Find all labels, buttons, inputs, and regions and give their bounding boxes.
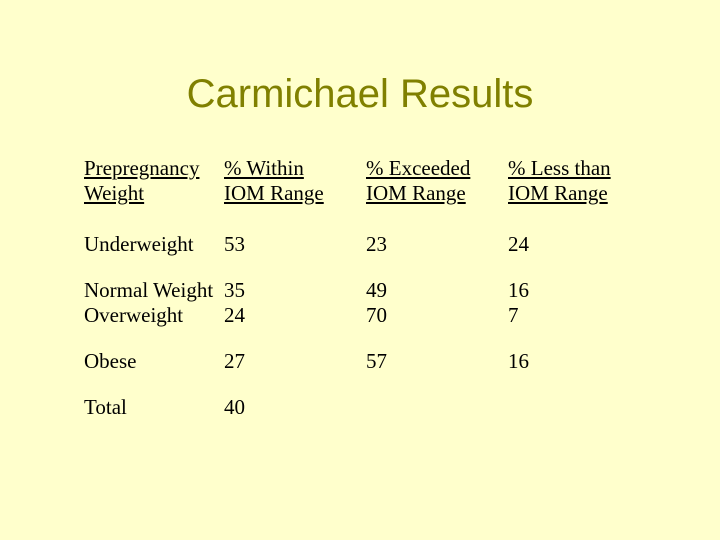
cell-exceeded bbox=[366, 395, 508, 441]
cell-within: 35 bbox=[224, 278, 245, 302]
cell-exceeded: 49 bbox=[366, 278, 387, 302]
cell-within: 53 bbox=[224, 232, 245, 256]
table-row-overweight: Overweight 24 70 7 bbox=[80, 303, 638, 349]
cell-less-than: 16 bbox=[508, 349, 529, 373]
row-label: Overweight bbox=[84, 303, 184, 327]
row-label: Normal Weight bbox=[84, 278, 214, 302]
header-prepregnancy-weight: Prepregnancy Weight bbox=[80, 156, 224, 232]
cell-within: 40 bbox=[224, 395, 245, 419]
cell-less-than bbox=[508, 395, 638, 441]
row-label: Total bbox=[84, 395, 127, 419]
slide-title: Carmichael Results bbox=[186, 72, 534, 116]
table-row-total: Total 40 bbox=[80, 395, 638, 441]
cell-within: 27 bbox=[224, 349, 245, 373]
header-line: IOM Range bbox=[224, 181, 324, 205]
header-within-range: % Within IOM Range bbox=[224, 156, 366, 232]
header-line: IOM Range bbox=[366, 181, 466, 205]
header-line: Weight bbox=[84, 181, 145, 205]
results-table: Prepregnancy Weight % Within IOM Range %… bbox=[80, 156, 638, 441]
header-row: Prepregnancy Weight % Within IOM Range %… bbox=[80, 156, 638, 232]
cell-within: 24 bbox=[224, 303, 245, 327]
header-line: % Exceeded bbox=[366, 156, 471, 180]
row-label: Underweight bbox=[84, 232, 194, 256]
header-line: % Less than bbox=[508, 156, 611, 180]
header-line: Prepregnancy bbox=[84, 156, 200, 180]
table-row-underweight: Underweight 53 23 24 bbox=[80, 232, 638, 278]
header-line: % Within bbox=[224, 156, 304, 180]
header-line: IOM Range bbox=[508, 181, 608, 205]
table-row-normal-weight: Normal Weight 35 49 16 bbox=[80, 278, 638, 303]
table-row-obese: Obese 27 57 16 bbox=[80, 349, 638, 395]
row-label: Obese bbox=[84, 349, 137, 373]
header-less-than-range: % Less than IOM Range bbox=[508, 156, 638, 232]
cell-exceeded: 70 bbox=[366, 303, 387, 327]
cell-less-than: 16 bbox=[508, 278, 529, 302]
cell-exceeded: 23 bbox=[366, 232, 387, 256]
cell-less-than: 24 bbox=[508, 232, 529, 256]
header-exceeded-range: % Exceeded IOM Range bbox=[366, 156, 508, 232]
cell-exceeded: 57 bbox=[366, 349, 387, 373]
cell-less-than: 7 bbox=[508, 303, 519, 327]
